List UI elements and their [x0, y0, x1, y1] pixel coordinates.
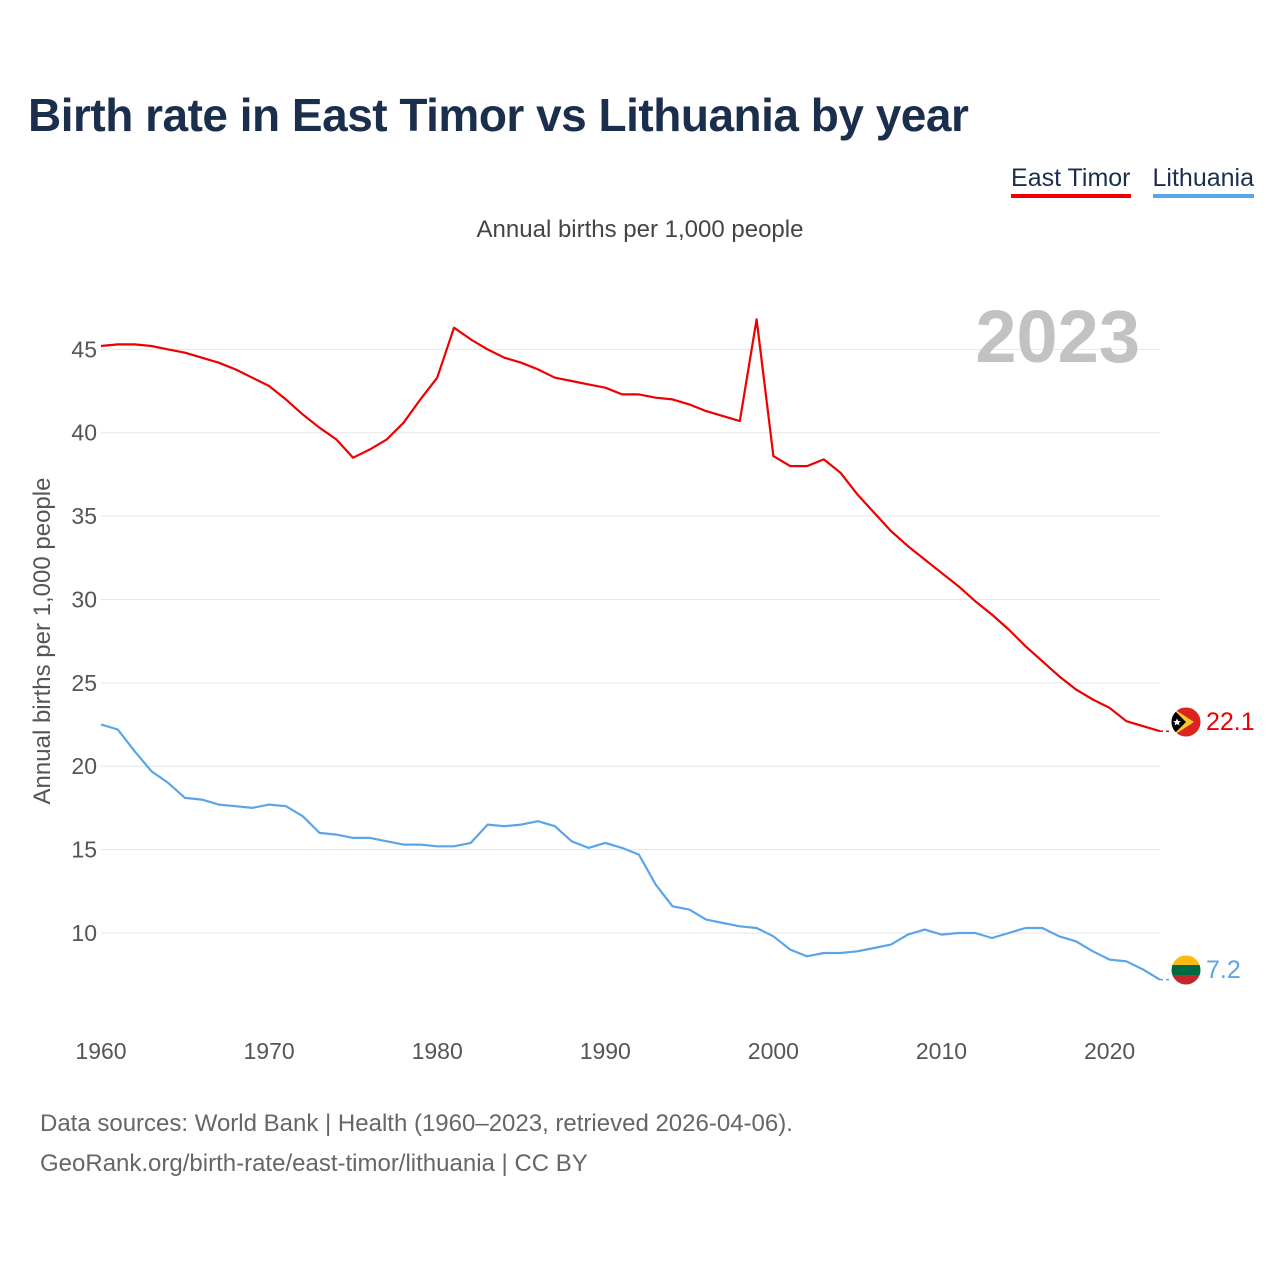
series — [100, 318, 1172, 981]
y-tick-label-30: 30 — [71, 586, 97, 612]
x-tick-label-1960: 1960 — [75, 1038, 126, 1064]
end-value-label-east-timor: 22.1 — [1206, 708, 1255, 736]
lithuania-flag-icon — [1170, 954, 1202, 986]
footer: Data sources: World Bank | Health (1960–… — [40, 1104, 793, 1184]
end-value-label-lithuania: 7.2 — [1206, 956, 1241, 984]
y-tick-label-10: 10 — [71, 920, 97, 946]
year-watermark: 2023 — [975, 295, 1140, 378]
y-tick-label-15: 15 — [71, 837, 97, 863]
chart-subtitle: Annual births per 1,000 people — [476, 216, 804, 243]
y-axis-ticks: 10 15 20 25 30 35 40 45 — [71, 336, 97, 946]
line-chart: 10 15 20 25 30 35 40 45 1960 1970 1980 1990 2000 201… — [29, 295, 1255, 1064]
legend-item-lithuania[interactable]: Lithuania — [1152, 164, 1254, 198]
x-tick-label-2000: 2000 — [748, 1038, 799, 1064]
x-tick-label-2020: 2020 — [1084, 1038, 1135, 1064]
x-tick-label-1980: 1980 — [412, 1038, 463, 1064]
x-axis-ticks: 1960 1970 1980 1990 2000 2010 2020 — [75, 1038, 1135, 1064]
gridlines — [101, 348, 1160, 934]
series-line-east-timor — [100, 318, 1161, 733]
legend-item-east-timor[interactable]: East Timor — [1011, 164, 1131, 198]
y-tick-label-40: 40 — [71, 420, 97, 446]
x-tick-label-1990: 1990 — [580, 1038, 631, 1064]
footer-sources: Data sources: World Bank | Health (1960–… — [40, 1110, 793, 1137]
legend: East Timor Lithuania — [1011, 164, 1254, 198]
y-tick-label-20: 20 — [71, 753, 97, 779]
y-axis-title: Annual births per 1,000 people — [29, 478, 56, 805]
east-timor-flag-icon — [1170, 706, 1202, 738]
series-line-lithuania — [100, 723, 1161, 981]
x-tick-label-1970: 1970 — [244, 1038, 295, 1064]
chart-title: Birth rate in East Timor vs Lithuania by… — [28, 89, 969, 141]
y-tick-label-45: 45 — [71, 336, 97, 362]
y-tick-label-35: 35 — [71, 503, 97, 529]
x-tick-label-2010: 2010 — [916, 1038, 967, 1064]
footer-link[interactable]: GeoRank.org/birth-rate/east-timor/lithua… — [40, 1150, 588, 1177]
y-tick-label-25: 25 — [71, 670, 97, 696]
